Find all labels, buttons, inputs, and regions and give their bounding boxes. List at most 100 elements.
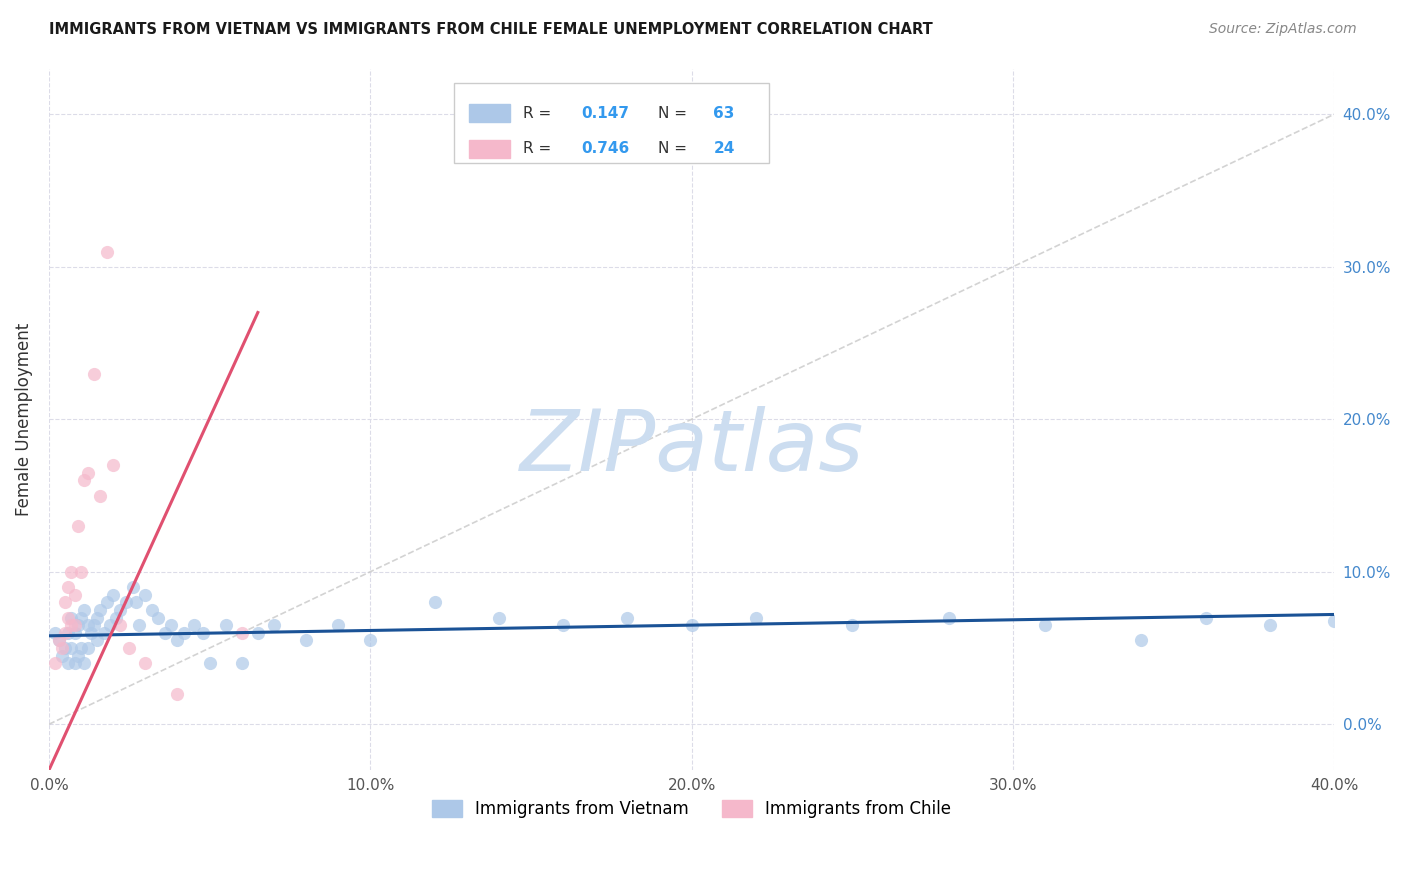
Point <box>73 473 96 487</box>
Point <box>58 610 80 624</box>
Point <box>108 603 131 617</box>
Text: 0.147: 0.147 <box>581 106 628 120</box>
Point <box>488 610 510 624</box>
Point <box>89 489 111 503</box>
Point <box>63 618 86 632</box>
Point <box>96 595 118 609</box>
Point <box>183 618 205 632</box>
Point <box>73 603 96 617</box>
Point <box>166 633 188 648</box>
Point <box>86 610 108 624</box>
Point <box>115 595 138 609</box>
Point <box>63 657 86 671</box>
Point <box>60 640 83 655</box>
Text: 63: 63 <box>713 106 735 120</box>
Text: 24: 24 <box>713 141 735 156</box>
Bar <box>470 140 510 158</box>
Text: N =: N = <box>658 141 692 156</box>
Point <box>70 565 93 579</box>
Point <box>745 610 768 624</box>
Point <box>118 640 141 655</box>
Point <box>215 618 238 632</box>
Point <box>134 657 156 671</box>
Point <box>44 657 66 671</box>
Point <box>148 610 170 624</box>
Point <box>173 625 195 640</box>
Point <box>48 633 70 648</box>
Point <box>60 610 83 624</box>
Text: R =: R = <box>523 106 557 120</box>
Point <box>359 633 381 648</box>
Point <box>326 618 349 632</box>
Point <box>128 618 150 632</box>
Text: 0.746: 0.746 <box>581 141 630 156</box>
Point <box>1323 614 1346 628</box>
Text: Source: ZipAtlas.com: Source: ZipAtlas.com <box>1209 22 1357 37</box>
Legend: Immigrants from Vietnam, Immigrants from Chile: Immigrants from Vietnam, Immigrants from… <box>425 793 957 825</box>
Point <box>1195 610 1218 624</box>
Point <box>103 588 125 602</box>
Point <box>70 640 93 655</box>
Y-axis label: Female Unemployment: Female Unemployment <box>15 323 32 516</box>
Point <box>86 633 108 648</box>
Point <box>58 625 80 640</box>
Point <box>231 657 253 671</box>
Point <box>58 580 80 594</box>
Point <box>51 640 73 655</box>
Text: R =: R = <box>523 141 557 156</box>
Point <box>44 625 66 640</box>
Point <box>295 633 318 648</box>
Point <box>93 625 115 640</box>
Point <box>198 657 221 671</box>
Point <box>616 610 638 624</box>
Point <box>134 588 156 602</box>
Point <box>98 618 121 632</box>
Point <box>66 648 89 663</box>
Text: ZIPatlas: ZIPatlas <box>519 406 863 489</box>
Bar <box>470 104 510 122</box>
Point <box>103 458 125 472</box>
Point <box>263 618 285 632</box>
Point <box>63 625 86 640</box>
Point <box>76 466 98 480</box>
Point <box>160 618 183 632</box>
Point <box>1130 633 1153 648</box>
Point <box>141 603 163 617</box>
Point <box>83 618 105 632</box>
Point <box>48 633 70 648</box>
Point <box>83 367 105 381</box>
Point <box>108 618 131 632</box>
Point <box>60 618 83 632</box>
Text: N =: N = <box>658 106 692 120</box>
Point <box>70 610 93 624</box>
Point <box>51 648 73 663</box>
Point <box>60 565 83 579</box>
Point <box>63 588 86 602</box>
Point <box>246 625 269 640</box>
Point <box>153 625 176 640</box>
Point <box>423 595 446 609</box>
Point <box>121 580 143 594</box>
Point <box>58 657 80 671</box>
Point <box>125 595 148 609</box>
Text: IMMIGRANTS FROM VIETNAM VS IMMIGRANTS FROM CHILE FEMALE UNEMPLOYMENT CORRELATION: IMMIGRANTS FROM VIETNAM VS IMMIGRANTS FR… <box>49 22 934 37</box>
Point <box>76 618 98 632</box>
FancyBboxPatch shape <box>454 83 769 163</box>
Point <box>73 657 96 671</box>
Point <box>89 603 111 617</box>
Point <box>1033 618 1056 632</box>
Point <box>193 625 215 640</box>
Point <box>105 610 128 624</box>
Point <box>53 595 76 609</box>
Point <box>66 519 89 533</box>
Point <box>96 244 118 259</box>
Point <box>166 687 188 701</box>
Point <box>66 618 89 632</box>
Point <box>1258 618 1281 632</box>
Point <box>80 625 103 640</box>
Point <box>76 640 98 655</box>
Point <box>231 625 253 640</box>
Point <box>551 618 574 632</box>
Point <box>681 618 703 632</box>
Point <box>841 618 863 632</box>
